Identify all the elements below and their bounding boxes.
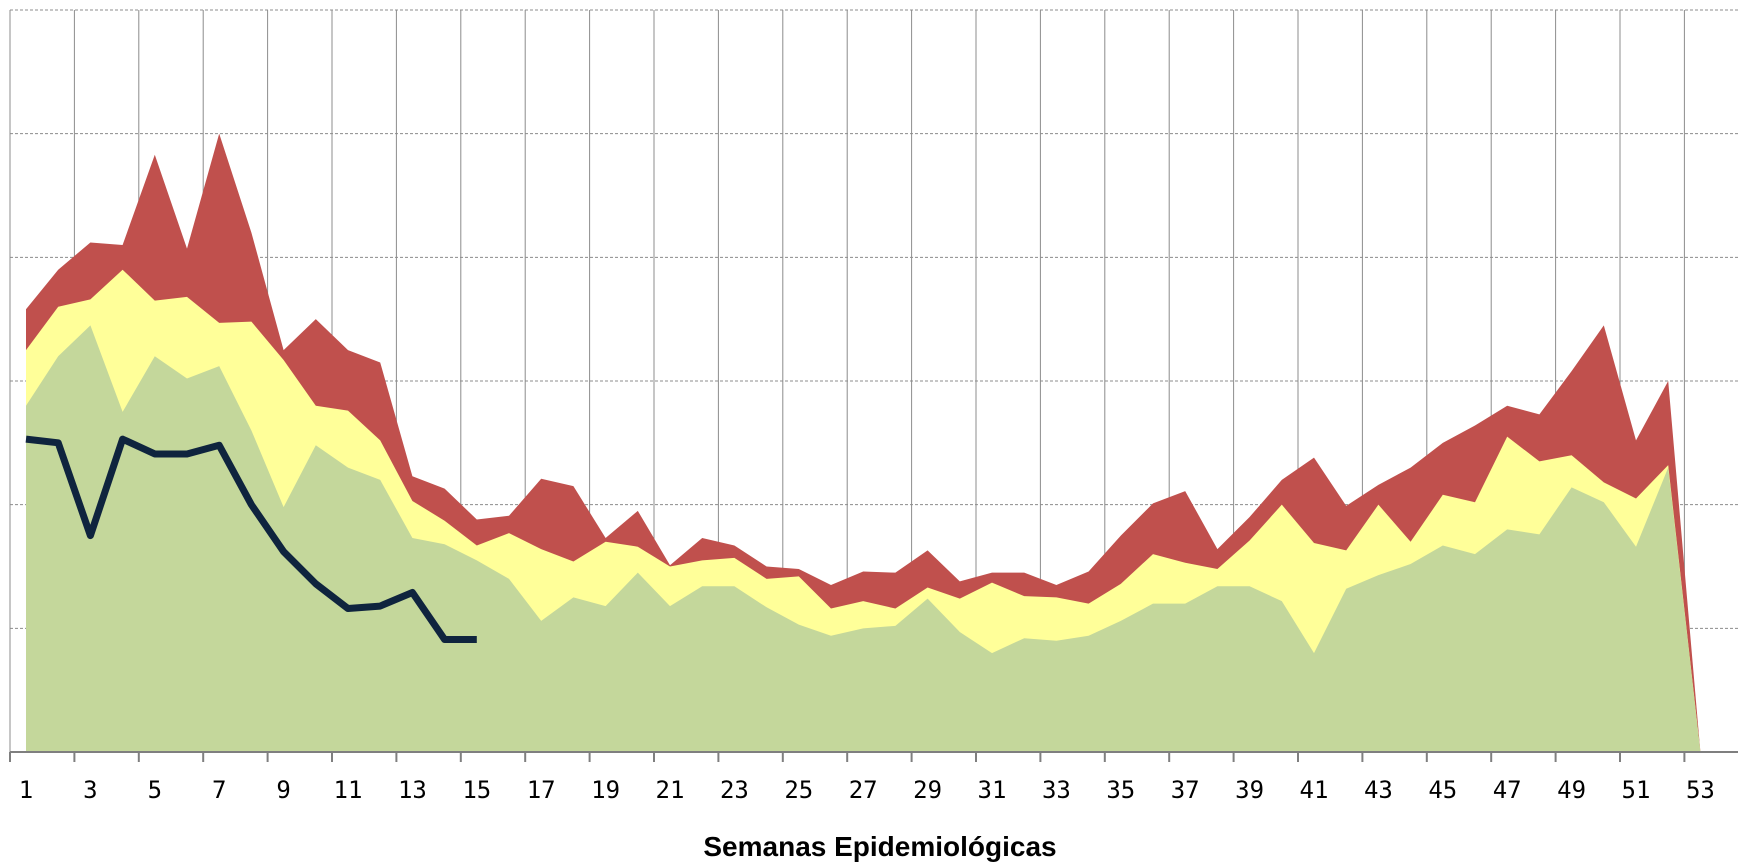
x-tick-label: 37 [1171,776,1200,804]
x-tick-label: 5 [148,776,162,804]
x-tick-label: 7 [212,776,226,804]
x-tick-label: 21 [656,776,685,804]
x-tick-label: 3 [83,776,97,804]
x-tick-label: 51 [1622,776,1651,804]
x-tick-label: 27 [849,776,878,804]
x-tick-label: 39 [1235,776,1264,804]
x-tick-label: 49 [1557,776,1586,804]
x-tick-label: 13 [398,776,427,804]
area-band [26,325,1701,752]
x-tick-label: 25 [784,776,813,804]
x-tick-label: 43 [1364,776,1393,804]
x-tick-label: 11 [334,776,363,804]
x-tick-label: 1 [19,776,33,804]
area-series [26,133,1701,752]
x-tick-label: 53 [1686,776,1715,804]
x-tick-label: 45 [1428,776,1457,804]
x-tick-label: 47 [1493,776,1522,804]
x-tick-label: 41 [1300,776,1329,804]
x-tick-label: 17 [527,776,556,804]
x-tick-label: 9 [276,776,290,804]
x-tick-label: 33 [1042,776,1071,804]
x-tick-labels: 1 3 5 7 9 11 13 15 17 19 21 23 25 27 29 31 33 35 37 39 41 43 4… [19,776,1715,804]
x-axis-title: Semanas Epidemiológicas [703,831,1056,862]
x-tick-label: 31 [978,776,1007,804]
current-year-line [25,435,477,643]
line-series [25,435,477,643]
x-tick-label: 23 [720,776,749,804]
x-axis [9,751,1738,762]
x-tick-label: 15 [462,776,491,804]
x-tick-label: 35 [1106,776,1135,804]
x-tick-label: 29 [913,776,942,804]
x-tick-label: 19 [591,776,620,804]
